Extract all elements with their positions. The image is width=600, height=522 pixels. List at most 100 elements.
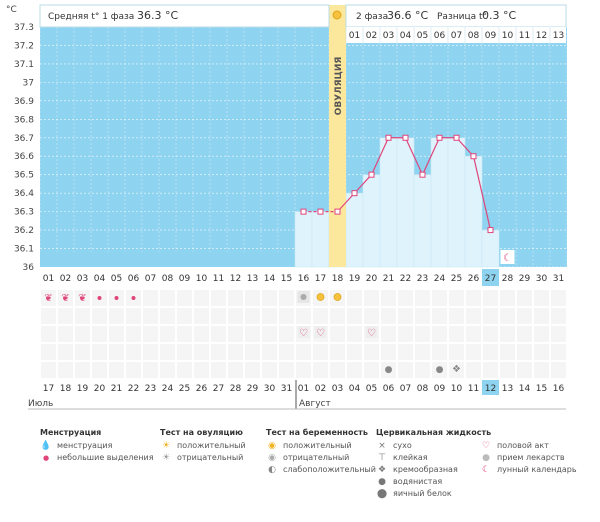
legend-item: ● прием лекарств [480,452,577,464]
moon-icon: ☾ [481,465,491,475]
legend-title: Цервикальная жидкость [376,428,492,437]
marker-cell [194,362,209,378]
temperature-bar [396,137,415,268]
marker-cell [58,326,73,342]
marker-cell [194,290,209,306]
cycle-day-label: 17 [315,274,326,284]
marker-cell [330,326,345,342]
sticky-icon: ⊤ [378,453,386,463]
cycle-day-label: 21 [383,274,394,284]
cycle-day-label: 04 [94,274,106,284]
negative-test-icon: ◉ [268,453,276,463]
phase2-day-labels: 01 02 03 04 05 06 07 08 09 10 11 12 13 [345,27,564,43]
cycle-day-label: 25 [451,274,462,284]
y-tick-label: 36 [23,263,35,273]
marker-cell [194,326,209,342]
marker-cell [534,290,549,306]
drop-icon: 💧 [40,441,52,451]
marker-cell [41,290,56,306]
date-label: 01 [298,384,309,394]
marker-cell [517,362,532,378]
temperature-point [402,134,409,141]
marker-cell [296,344,311,360]
cycle-day-label: 09 [179,274,191,284]
marker-cell [109,326,124,342]
y-tick-label: 36.6 [14,152,34,162]
legend-label: кремообразная [393,465,458,474]
marker-cell [194,344,209,360]
cycle-day-label: 10 [196,274,208,284]
y-tick-label: 36.8 [14,115,34,125]
marker-cell [449,290,464,306]
diff-value: 0.3 °C [482,9,516,22]
marker-cell [398,308,413,324]
marker-cell [211,344,226,360]
legend-item: × сухо [376,440,491,452]
cycle-day-label: 26 [468,274,480,284]
moon-cell [500,250,515,264]
marker-cell [313,344,328,360]
legend-cervical: Цервикальная жидкость × сухо ⊤ клейкая ❖ кр… [376,428,491,500]
cycle-day-label: 12 [230,274,241,284]
marker-cell [126,326,141,342]
temperature-line-segment [354,174,372,194]
month-label-august: Август [299,399,331,409]
temperature-point [436,134,443,141]
marker-cell [500,326,515,342]
marker-cell [500,290,515,306]
phase2-strip [346,27,566,43]
marker-cell [517,308,532,324]
temperature-bar [345,192,364,268]
marker-cell [330,344,345,360]
weak-test-icon: ◐ [268,465,276,475]
legend-label: половой акт [497,441,549,450]
marker-cell [126,308,141,324]
drop-icon: ❦ [61,293,69,304]
marker-cell [364,362,379,378]
y-tick-label: 37.2 [14,41,34,51]
small-drop-icon: ● [42,454,50,462]
cycle-day-label: 24 [434,274,446,284]
date-label: 13 [502,384,513,394]
marker-cell [126,362,141,378]
marker-cell [398,344,413,360]
cycle-day-label: 01 [43,274,54,284]
marker-cell [211,362,226,378]
sun-icon [333,293,342,301]
heart-icon: ♡ [481,441,491,451]
marker-cell [262,326,277,342]
marker-cell [262,290,277,306]
date-label: 21 [111,384,122,394]
marker-cell [41,362,56,378]
marker-cell [296,362,311,378]
temperature-bar [447,137,466,268]
marker-cell [517,326,532,342]
ovulation-band [329,5,346,267]
cycle-day-label: 07 [145,274,156,284]
marker-cell [449,344,464,360]
legend-title: Тест на овуляцию [160,428,243,437]
marker-cell [58,290,73,306]
phase2-day-label: 09 [485,31,497,41]
date-label: 29 [247,384,259,394]
phase2-label: 2 фаза [356,12,388,22]
date-label: 22 [128,384,139,394]
marker-cell [313,362,328,378]
pill-icon: ● [482,453,490,463]
date-label: 04 [349,384,361,394]
marker-cell [211,326,226,342]
date-label: 11 [468,384,479,394]
marker-cell [466,362,481,378]
phase2-day-label: 12 [536,31,547,41]
cycle-day-label: 23 [417,274,428,284]
temperature-point [300,208,307,215]
marker-cell [262,308,277,324]
y-tick-label: 36.1 [14,245,34,255]
marker-cell [347,344,362,360]
plot-area-bottom [40,252,295,267]
marker-cell [75,326,90,342]
date-label: 06 [383,384,395,394]
temperature-line-segment [421,137,441,175]
small-drop-icon [114,296,119,300]
